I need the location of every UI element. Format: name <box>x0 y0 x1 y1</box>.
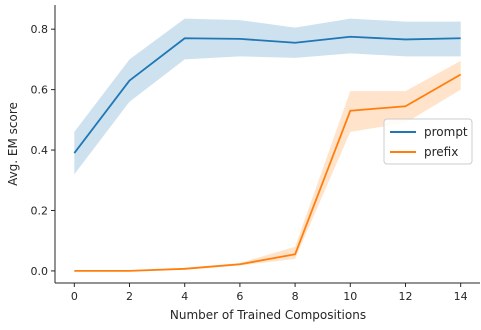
point-prefix-2 <box>129 270 131 272</box>
series-line-prompt <box>73 35 461 154</box>
x-tick-label-6: 6 <box>236 290 243 303</box>
y-ticks: 0.0 0.2 0.4 0.6 0.8 <box>31 23 55 278</box>
y-axis-label: Avg. EM score <box>6 102 20 186</box>
x-tick-label-14: 14 <box>454 290 468 303</box>
x-ticks: 0 2 4 6 8 10 12 14 <box>71 283 468 303</box>
point-prompt-8 <box>294 42 296 44</box>
confidence-bands <box>74 18 461 271</box>
point-prompt-14 <box>460 37 462 39</box>
x-tick-label-4: 4 <box>181 290 188 303</box>
series-line-prefix <box>74 73 462 272</box>
x-tick-label-2: 2 <box>126 290 133 303</box>
point-prompt-10 <box>349 36 351 38</box>
legend-label-prefix: prefix <box>424 145 458 159</box>
legend: prompt prefix <box>383 118 473 165</box>
band-prefix <box>74 60 461 271</box>
point-prefix-4 <box>184 268 186 270</box>
x-tick-label-12: 12 <box>398 290 412 303</box>
legend-label-prompt: prompt <box>424 125 468 139</box>
point-prompt-2 <box>129 80 131 82</box>
band-prompt <box>74 18 461 175</box>
point-prefix-0 <box>73 270 75 272</box>
point-prompt-6 <box>239 38 241 40</box>
point-prefix-12 <box>404 105 406 107</box>
point-prefix-8 <box>294 253 296 255</box>
point-prefix-14 <box>460 74 462 76</box>
axes <box>54 5 480 284</box>
y-tick-label-0: 0.0 <box>31 265 49 278</box>
y-tick-label-2: 0.4 <box>31 144 49 157</box>
x-tick-label-0: 0 <box>71 290 78 303</box>
x-tick-label-10: 10 <box>343 290 357 303</box>
point-prefix-6 <box>239 263 241 265</box>
point-prefix-10 <box>349 110 351 112</box>
y-tick-label-1: 0.2 <box>31 204 49 217</box>
x-tick-label-8: 8 <box>292 290 299 303</box>
y-tick-label-3: 0.6 <box>31 84 49 97</box>
point-prompt-12 <box>404 38 406 40</box>
point-prompt-0 <box>73 152 75 154</box>
y-tick-label-4: 0.8 <box>31 23 49 36</box>
x-axis-label: Number of Trained Compositions <box>170 308 366 322</box>
point-prompt-4 <box>184 37 186 39</box>
series-lines <box>73 35 462 272</box>
